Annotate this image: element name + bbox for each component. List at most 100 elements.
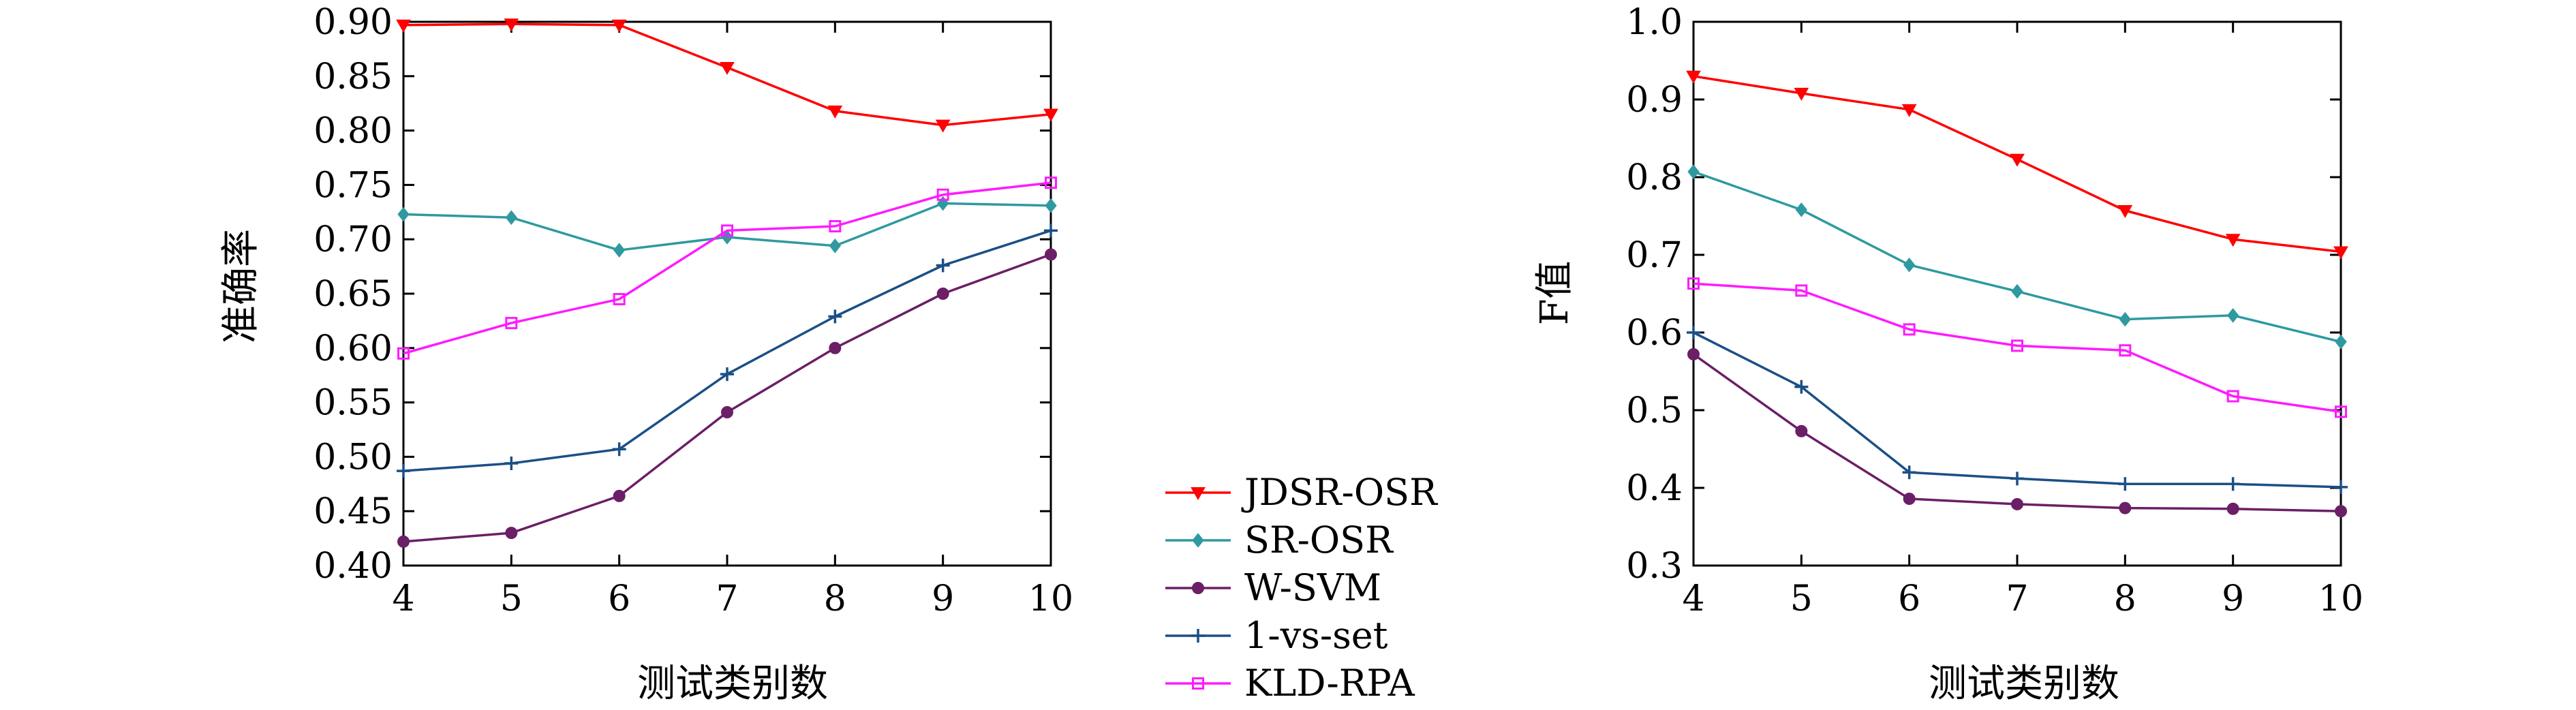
f-score-chart-point-kld-rpa: [2226, 390, 2239, 403]
accuracy-chart-point-jdsr-osr: [827, 105, 843, 119]
accuracy-chart-point-w-svm: [613, 489, 626, 502]
accuracy-chart-series-kld-rpa: [397, 176, 1057, 360]
accuracy-chart-ylabel: 准确率: [219, 229, 263, 343]
f-score-chart-point-jdsr-osr: [1686, 70, 1701, 84]
accuracy-chart-ytick-label: 0.45: [313, 491, 393, 532]
accuracy-chart-point-sr-osr: [397, 206, 410, 222]
f-score-chart-point-kld-rpa: [1903, 323, 1916, 336]
f-score-chart-xtick-label: 10: [2318, 578, 2363, 619]
f-score-chart-point-sr-osr: [1795, 202, 1807, 217]
f-score-chart-ytick-label: 0.7: [1626, 235, 1683, 276]
f-score-chart-point-w-svm: [2011, 497, 2023, 510]
accuracy-chart-point-jdsr-osr: [504, 18, 519, 32]
f-score-chart-point-1-vs-set: [2118, 477, 2132, 491]
f-score-chart-point-1-vs-set: [1794, 380, 1809, 394]
f-score-chart-series-1-vs-set: [1687, 326, 2348, 494]
legend-label: KLD-RPA: [1244, 662, 1415, 705]
accuracy-chart-series-jdsr-osr: [396, 18, 1058, 133]
accuracy-chart-point-kld-rpa: [505, 317, 518, 330]
f-score-chart-point-jdsr-osr: [1794, 87, 1809, 101]
legend-entry-1-vs-set: 1-vs-set: [1165, 614, 1388, 657]
f-score-chart-ylabel: F值: [1533, 261, 1577, 326]
f-score-chart-point-sr-osr: [2227, 308, 2239, 323]
f-score-chart-point-jdsr-osr: [2117, 205, 2133, 219]
legend-label: SR-OSR: [1244, 519, 1394, 561]
f-score-chart-series-w-svm: [1687, 348, 2347, 518]
accuracy-chart-ytick-label: 0.55: [313, 383, 393, 424]
legend-marker: [1191, 487, 1206, 501]
f-score-chart-line-w-svm: [1692, 353, 2342, 512]
accuracy-chart-point-w-svm: [936, 288, 949, 300]
f-score-chart-point-w-svm: [1687, 348, 1700, 360]
f-score-chart-point-jdsr-osr: [1901, 104, 1917, 117]
accuracy-chart-point-kld-rpa: [613, 292, 626, 305]
legend-marker: [1191, 629, 1205, 643]
accuracy-chart-point-kld-rpa: [721, 224, 733, 237]
accuracy-chart-point-sr-osr: [505, 210, 517, 226]
accuracy-chart-xtick-label: 7: [716, 578, 738, 619]
f-score-chart-point-kld-rpa: [2119, 344, 2132, 357]
f-score-chart-xtick-label: 4: [1682, 578, 1704, 619]
accuracy-chart-point-1-vs-set: [1044, 223, 1058, 238]
f-score-chart-point-sr-osr: [2119, 311, 2131, 327]
legend-entry-kld-rpa: KLD-RPA: [1165, 662, 1415, 705]
f-score-chart-point-kld-rpa: [1687, 277, 1700, 290]
legend-entry-w-svm: W-SVM: [1165, 566, 1381, 609]
accuracy-chart-ytick-label: 0.75: [313, 165, 393, 206]
accuracy-chart-ytick-label: 0.80: [313, 111, 393, 152]
accuracy-chart-point-kld-rpa: [1045, 176, 1057, 189]
f-score-chart-ytick-label: 0.8: [1626, 157, 1683, 198]
accuracy-chart-point-jdsr-osr: [396, 19, 411, 33]
f-score-chart-point-sr-osr: [2011, 283, 2023, 299]
legend-entry-sr-osr: SR-OSR: [1165, 519, 1394, 561]
accuracy-chart-point-1-vs-set: [612, 442, 626, 457]
f-score-chart-point-1-vs-set: [1687, 326, 1700, 339]
accuracy-chart-point-sr-osr: [613, 243, 626, 258]
legend-entry-jdsr-osr: JDSR-OSR: [1165, 471, 1438, 514]
f-score-chart-point-kld-rpa: [1795, 284, 1808, 297]
f-score-chart-point-sr-osr: [2335, 334, 2347, 350]
accuracy-chart-ytick-label: 0.50: [313, 437, 393, 478]
f-score-chart-ytick-label: 0.5: [1626, 390, 1683, 431]
f-score-chart-point-jdsr-osr: [2333, 246, 2348, 260]
accuracy-chart-line-w-svm: [403, 253, 1052, 543]
accuracy-chart-ytick-label: 0.40: [313, 546, 393, 587]
accuracy-chart-point-w-svm: [1045, 248, 1057, 261]
accuracy-chart-series-w-svm: [397, 248, 1057, 548]
accuracy-chart-xtick-label: 6: [608, 578, 630, 619]
f-score-chart-point-w-svm: [2335, 505, 2347, 518]
accuracy-chart-plot-frame: [402, 20, 1052, 567]
accuracy-chart-point-1-vs-set: [720, 367, 734, 382]
legend-label: 1-vs-set: [1244, 614, 1388, 657]
accuracy-chart-ytick-label: 0.60: [313, 328, 393, 369]
f-score-chart-point-w-svm: [1903, 492, 1916, 505]
accuracy-chart-point-1-vs-set: [397, 464, 410, 478]
accuracy-chart-xtick-label: 5: [500, 578, 523, 619]
accuracy-chart-line-1-vs-set: [403, 229, 1052, 472]
f-score-chart-line-1-vs-set: [1693, 331, 2342, 489]
f-score-chart-xtick-label: 5: [1790, 578, 1813, 619]
f-score-chart-point-sr-osr: [1903, 258, 1916, 273]
accuracy-chart-ytick-label: 0.70: [313, 219, 393, 260]
accuracy-chart-point-kld-rpa: [936, 188, 949, 201]
f-score-chart-ytick-label: 0.9: [1626, 80, 1683, 121]
f-score-chart-point-1-vs-set: [2334, 480, 2348, 494]
f-score-chart-line-sr-osr: [1693, 170, 2342, 343]
f-score-chart-point-1-vs-set: [1902, 465, 1916, 480]
legend-marker: [1192, 582, 1204, 594]
f-score-chart-xlabel: 测试类别数: [1929, 662, 2119, 706]
f-score-chart-ytick-label: 0.6: [1626, 313, 1683, 354]
accuracy-chart-xtick-label: 10: [1028, 578, 1073, 619]
f-score-chart-series-sr-osr: [1687, 164, 2347, 350]
f-score-chart-xtick-label: 9: [2222, 578, 2244, 619]
accuracy-chart-xtick-label: 9: [932, 578, 954, 619]
f-score-chart-point-kld-rpa: [2335, 405, 2347, 418]
accuracy-chart-point-jdsr-osr: [720, 62, 735, 76]
f-score-chart-point-1-vs-set: [2010, 472, 2024, 486]
f-score-chart-series-jdsr-osr: [1686, 70, 2348, 260]
accuracy-chart-point-1-vs-set: [936, 258, 950, 273]
f-score-chart-ytick-label: 0.3: [1626, 546, 1683, 587]
f-score-chart-xtick-label: 7: [2006, 578, 2028, 619]
accuracy-chart-point-kld-rpa: [397, 347, 410, 360]
